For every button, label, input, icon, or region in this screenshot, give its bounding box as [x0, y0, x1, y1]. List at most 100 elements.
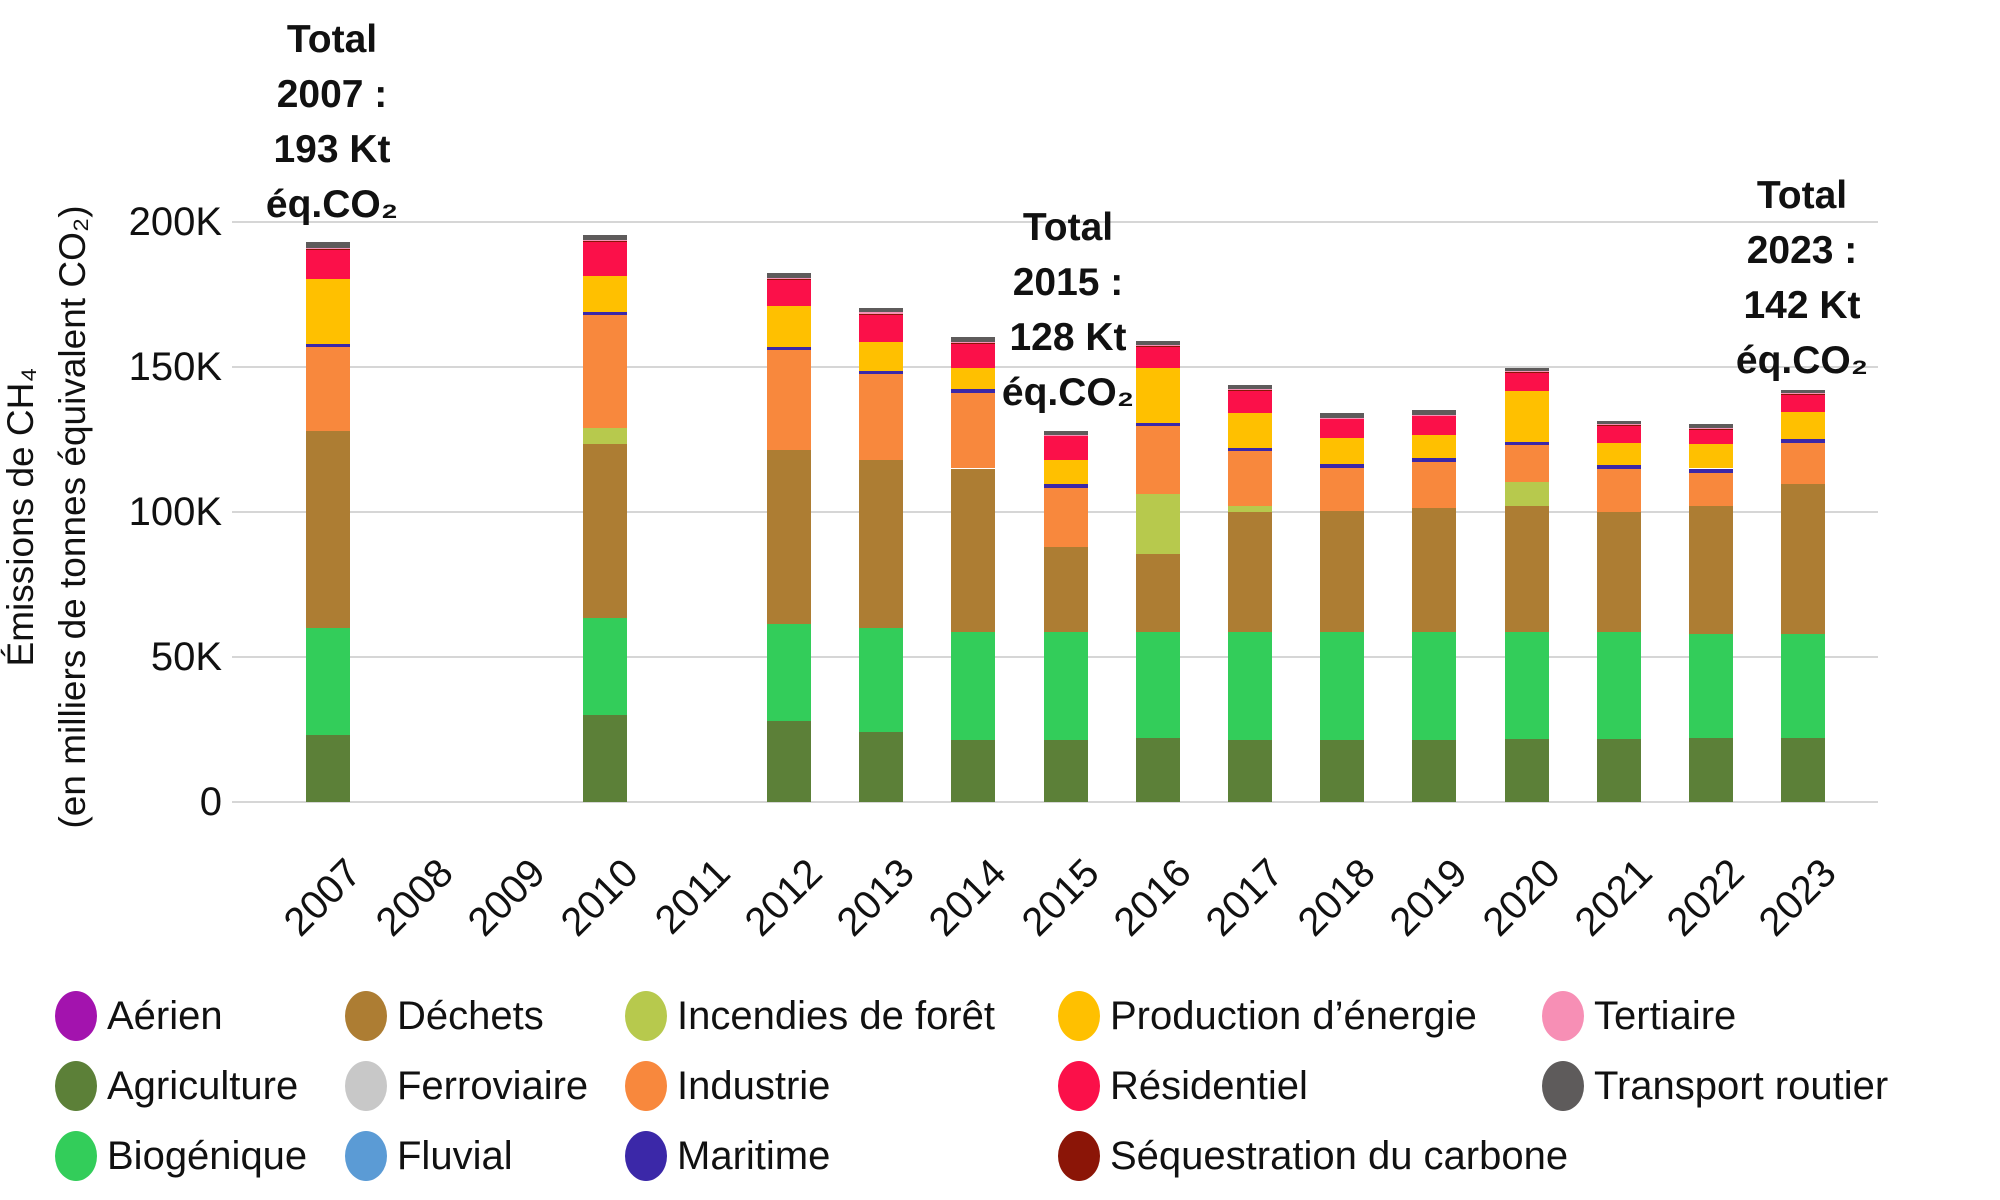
bar-2017 [1228, 0, 1272, 802]
bar-segment-2010-agriculture [582, 715, 627, 802]
bar-segment-2014-r-sidentiel [951, 343, 996, 369]
legend-item-transport-routier: Transport routier [1542, 1058, 1888, 1114]
bar-segment-2016-r-sidentiel [1135, 347, 1180, 369]
bar-segment-2020-maritime [1504, 441, 1549, 446]
bar-segment-2018-biog-nique [1320, 632, 1365, 740]
legend-label: Maritime [677, 1134, 831, 1178]
legend-label: Incendies de forêt [677, 994, 995, 1038]
bar-segment-2019-biog-nique [1412, 632, 1457, 740]
bar-segment-2017-biog-nique [1228, 632, 1272, 740]
legend-item-maritime: Maritime [625, 1128, 830, 1184]
bar-segment-2013-d-chets [859, 459, 904, 628]
bar-segment-2016-tertiaire [1135, 345, 1180, 347]
y-axis-title: Émissions de CH₄ (en milliers de tonnes … [0, 205, 93, 829]
bar-segment-2016-transport-routier [1135, 341, 1180, 346]
bar-segment-2015-production-d-nergie [1043, 460, 1088, 485]
bar-segment-2013-production-d-nergie [859, 342, 904, 372]
bar-segment-2017-s-questration-du-carbone [1228, 390, 1272, 391]
bar-2018 [1320, 0, 1365, 802]
legend-item-a-rien: Aérien [55, 988, 223, 1044]
y-tick-50K: 50K [150, 635, 222, 679]
legend-dot-icon [55, 1061, 97, 1111]
y-tick-100K: 100K [128, 490, 222, 534]
legend-dot-icon [625, 1131, 667, 1181]
legend-label: Résidentiel [1110, 1064, 1308, 1108]
legend-dot-icon [1542, 991, 1584, 1041]
bar-segment-2007-industrie [306, 346, 350, 431]
bar-2012 [767, 0, 811, 802]
bar-2016 [1135, 0, 1180, 802]
legend-label: Industrie [677, 1064, 831, 1108]
bar-segment-2010-industrie [582, 314, 627, 428]
bar-segment-2020-production-d-nergie [1504, 390, 1549, 442]
bar-segment-2013-maritime [859, 371, 904, 375]
annotation-total-2015: Total 2015 : 128 Kt éq.CO₂ [1001, 206, 1135, 414]
bar-2015 [1043, 0, 1088, 802]
bar-segment-2018-s-questration-du-carbone [1320, 418, 1365, 419]
bar-2023 [1781, 0, 1826, 802]
bar-segment-2015-transport-routier [1043, 430, 1088, 435]
bar-segment-2018-r-sidentiel [1320, 418, 1365, 439]
annotation-total-2023: Total 2023 : 142 Kt éq.CO₂ [1735, 174, 1869, 382]
bar-segment-2017-maritime [1228, 447, 1272, 452]
bar-segment-2022-tertiaire [1689, 428, 1733, 429]
bar-segment-2019-s-questration-du-carbone [1412, 415, 1457, 416]
bar-segment-2022-transport-routier [1689, 424, 1733, 429]
bar-segment-2017-tertiaire [1228, 389, 1272, 391]
bar-segment-2015-biog-nique [1043, 632, 1088, 740]
bar-2007 [306, 0, 350, 802]
legend-item-production-d-nergie: Production d’énergie [1058, 988, 1477, 1044]
legend-item-incendies-de-for-t: Incendies de forêt [625, 988, 995, 1044]
bar-segment-2017-transport-routier [1228, 384, 1272, 390]
bar-segment-2010-biog-nique [582, 617, 627, 715]
bar-segment-2010-s-questration-du-carbone [582, 241, 627, 243]
bar-segment-2022-r-sidentiel [1689, 429, 1733, 445]
bar-segment-2017-industrie [1228, 451, 1272, 507]
bar-segment-2015-tertiaire [1043, 434, 1088, 436]
legend-label: Aérien [107, 994, 223, 1038]
bar-segment-2023-tertiaire [1781, 392, 1826, 394]
bar-segment-2019-production-d-nergie [1412, 434, 1457, 458]
bar-segment-2012-transport-routier [767, 272, 811, 278]
bar-segment-2007-d-chets [306, 430, 350, 628]
bar-segment-2013-transport-routier [859, 308, 904, 313]
bar-segment-2016-d-chets [1135, 554, 1180, 633]
bar-segment-2015-maritime [1043, 484, 1088, 488]
bar-segment-2020-transport-routier [1504, 367, 1549, 371]
bar-segment-2023-production-d-nergie [1781, 411, 1826, 439]
bar-segment-2019-industrie [1412, 462, 1457, 509]
y-tick-200K: 200K [128, 200, 222, 244]
gridline-200K [232, 221, 1878, 223]
y-tick-0: 0 [199, 780, 222, 824]
bar-segment-2016-incendies-de-for-t [1135, 494, 1180, 555]
bar-segment-2020-biog-nique [1504, 631, 1549, 740]
bar-segment-2019-tertiaire [1412, 414, 1457, 416]
bar-segment-2023-agriculture [1781, 738, 1826, 802]
legend-label: Déchets [397, 994, 544, 1038]
legend-label: Production d’énergie [1110, 994, 1477, 1038]
bar-segment-2007-production-d-nergie [306, 278, 350, 344]
bar-segment-2007-transport-routier [306, 242, 350, 248]
bar-segment-2021-tertiaire [1596, 424, 1641, 425]
y-tick-150K: 150K [128, 345, 222, 389]
bar-segment-2016-production-d-nergie [1135, 368, 1180, 424]
bar-2019 [1412, 0, 1457, 802]
bar-segment-2016-s-questration-du-carbone [1135, 346, 1180, 348]
legend-dot-icon [345, 991, 387, 1041]
bar-segment-2015-s-questration-du-carbone [1043, 435, 1088, 437]
bar-segment-2023-transport-routier [1781, 390, 1826, 393]
bar-segment-2013-industrie [859, 374, 904, 460]
bar-segment-2017-production-d-nergie [1228, 412, 1272, 448]
bar-segment-2013-biog-nique [859, 628, 904, 733]
legend-dot-icon [1058, 1061, 1100, 1111]
bar-segment-2010-r-sidentiel [582, 242, 627, 276]
gridline-150K [232, 366, 1878, 368]
legend-label: Tertiaire [1594, 994, 1737, 1038]
bar-segment-2021-biog-nique [1596, 631, 1641, 740]
bar-segment-2014-tertiaire [951, 341, 996, 343]
bar-segment-2016-agriculture [1135, 738, 1180, 802]
bar-segment-2010-incendies-de-for-t [582, 427, 627, 444]
bar-segment-2015-agriculture [1043, 739, 1088, 802]
legend-item-agriculture: Agriculture [55, 1058, 298, 1114]
